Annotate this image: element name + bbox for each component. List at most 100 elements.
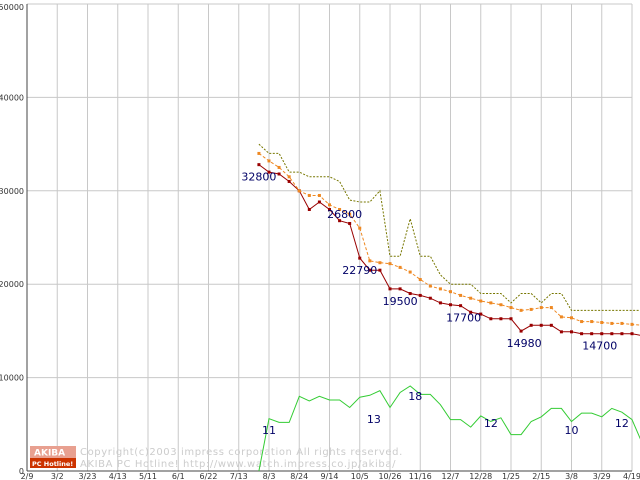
series-2-point (499, 303, 503, 307)
x-tick-label: 4/19 (623, 472, 640, 480)
series-2-point (317, 193, 321, 197)
series-1-point (479, 312, 483, 316)
series-2-point (338, 207, 342, 211)
series-2-point (539, 306, 543, 310)
series-1-point (358, 256, 362, 260)
series-2-point (570, 316, 573, 320)
series-2-point (398, 265, 402, 269)
count-label: 10 (565, 424, 579, 437)
series-1-point (328, 207, 331, 211)
series-2-point (328, 203, 331, 207)
series-1-point (610, 332, 614, 336)
series-1-point (277, 172, 281, 176)
series-1-point (590, 332, 594, 336)
series-1-point (620, 332, 624, 336)
series-1-point (539, 323, 543, 327)
series-1-point (580, 332, 584, 336)
series-1-point (408, 292, 412, 296)
axes (26, 4, 632, 472)
series-line-4 (258, 385, 640, 472)
series-2-point (418, 278, 422, 282)
series-layer (257, 143, 640, 472)
series-1-point (398, 287, 402, 291)
x-tick-label: 6/22 (200, 472, 218, 480)
series-1-point (499, 317, 503, 321)
price-label: 22790 (342, 264, 377, 277)
series-1-point (267, 170, 271, 174)
x-tick-label: 6/1 (172, 472, 185, 480)
x-tick-label: 1/25 (502, 472, 520, 480)
series-2-point (408, 270, 412, 274)
series-1-point (509, 317, 513, 321)
y-axis-ticks: 0 10000 20000 30000 40000 50000 (0, 3, 24, 476)
x-tick-label: 11/16 (409, 472, 432, 480)
logo-bottom-text: PC Hotline! (32, 460, 73, 468)
y-tick-label: 20000 (0, 280, 24, 289)
series-2-point (388, 262, 392, 266)
count-label: 13 (367, 413, 381, 426)
series-2-point (428, 284, 432, 288)
count-label: 18 (408, 390, 422, 403)
series-2-point (277, 165, 281, 169)
x-tick-label: 12/28 (469, 472, 492, 480)
series-2-point (519, 308, 523, 312)
x-tick-label: 12/7 (442, 472, 460, 480)
series-2-point (358, 226, 362, 230)
series-1-point (489, 317, 493, 321)
series-2-point (267, 159, 271, 163)
series-2-point (559, 315, 563, 319)
y-tick-label: 10000 (0, 374, 24, 383)
series-1-point (368, 268, 372, 272)
price-label: 14700 (582, 340, 617, 353)
x-tick-label: 2/9 (21, 472, 34, 480)
series-2-point (348, 212, 352, 216)
credit-block: AKIBA PC Hotline! Copyright(c)2003 impre… (30, 446, 403, 470)
series-line-3 (258, 143, 640, 311)
x-tick-label: 9/14 (321, 472, 339, 480)
series-2-point (580, 320, 584, 324)
count-label: 12 (484, 417, 498, 430)
x-tick-label: 10/26 (378, 472, 401, 480)
series-2-point (438, 287, 442, 291)
series-1-point (600, 332, 604, 336)
logo-top-text: AKIBA (34, 449, 65, 459)
series-1-point (378, 268, 382, 272)
data-labels: 3280026800227901950017700149801470014500… (241, 171, 629, 437)
series-1-point (418, 293, 422, 297)
series-1-point (469, 310, 473, 314)
x-tick-label: 7/13 (230, 472, 248, 480)
series-2-point (620, 321, 624, 325)
series-1-point (317, 200, 321, 204)
series-2-point (590, 320, 594, 324)
series-2-point (449, 290, 452, 294)
x-tick-label: 5/11 (139, 472, 157, 480)
series-2-point (368, 259, 372, 263)
series-1-point (519, 329, 523, 333)
series-2-point (509, 306, 513, 310)
series-1-point (257, 163, 261, 167)
series-1-point (388, 287, 392, 291)
series-2-point (307, 193, 311, 197)
copyright-line: Copyright(c)2003 impress corporation All… (80, 447, 403, 458)
price-label: 14980 (507, 337, 542, 350)
x-axis-ticks: 2/9 3/2 3/23 4/13 5/11 6/1 6/22 7/13 8/3 8/24 9/14… (21, 472, 640, 480)
series-2-point (600, 320, 604, 324)
logo-top-box (30, 446, 76, 458)
series-2-point (459, 293, 463, 297)
x-tick-label: 8/3 (263, 472, 276, 480)
count-label: 12 (615, 417, 629, 430)
series-2-point (630, 322, 634, 326)
url-line: AKIBA PC Hotline! http://www.watch.impre… (80, 459, 396, 470)
series-2-point (378, 261, 382, 265)
x-tick-label: 3/2 (51, 472, 64, 480)
series-1-point (348, 221, 352, 225)
x-tick-label: 2/15 (532, 472, 550, 480)
logo-bottom-box (30, 458, 76, 468)
y-tick-label: 30000 (0, 187, 24, 196)
series-1-point (307, 207, 311, 211)
series-2-point (489, 301, 493, 305)
series-2-point (287, 175, 291, 179)
series-1-point (287, 179, 291, 183)
series-2-point (469, 296, 473, 300)
